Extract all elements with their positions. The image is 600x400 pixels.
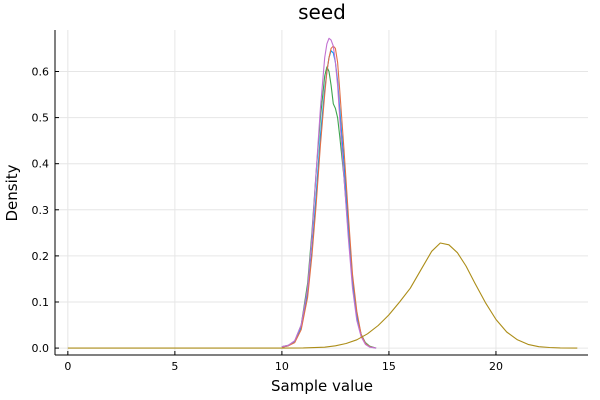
y-tick-label: 0.2 bbox=[32, 250, 50, 263]
density-series-line-2 bbox=[281, 50, 377, 349]
x-axis-label: Sample value bbox=[271, 377, 373, 395]
y-tick-label: 0.0 bbox=[32, 342, 50, 355]
tick-labels: 0 5 10 15 20 0.0 0.1 0.2 0.3 0.4 0.5 0.6 bbox=[32, 65, 503, 373]
x-tick-label: 15 bbox=[382, 360, 396, 373]
y-tick-label: 0.5 bbox=[32, 112, 50, 125]
grid bbox=[55, 30, 588, 355]
y-axis-label: Density bbox=[3, 164, 21, 221]
series-group bbox=[67, 37, 578, 349]
density-series-line-3 bbox=[281, 45, 377, 349]
y-tick-label: 0.4 bbox=[32, 158, 50, 171]
chart-title: seed bbox=[298, 0, 346, 24]
x-tick-label: 0 bbox=[64, 360, 71, 373]
y-tick-label: 0.3 bbox=[32, 204, 50, 217]
y-tick-label: 0.1 bbox=[32, 296, 50, 309]
x-tick-label: 20 bbox=[489, 360, 503, 373]
x-tick-label: 10 bbox=[275, 360, 289, 373]
x-tick-label: 5 bbox=[171, 360, 178, 373]
density-series-line-1 bbox=[281, 66, 377, 349]
density-series-line-5 bbox=[67, 242, 578, 349]
y-tick-label: 0.6 bbox=[32, 65, 50, 78]
density-series-line-4 bbox=[281, 37, 377, 349]
axes bbox=[54, 30, 588, 356]
